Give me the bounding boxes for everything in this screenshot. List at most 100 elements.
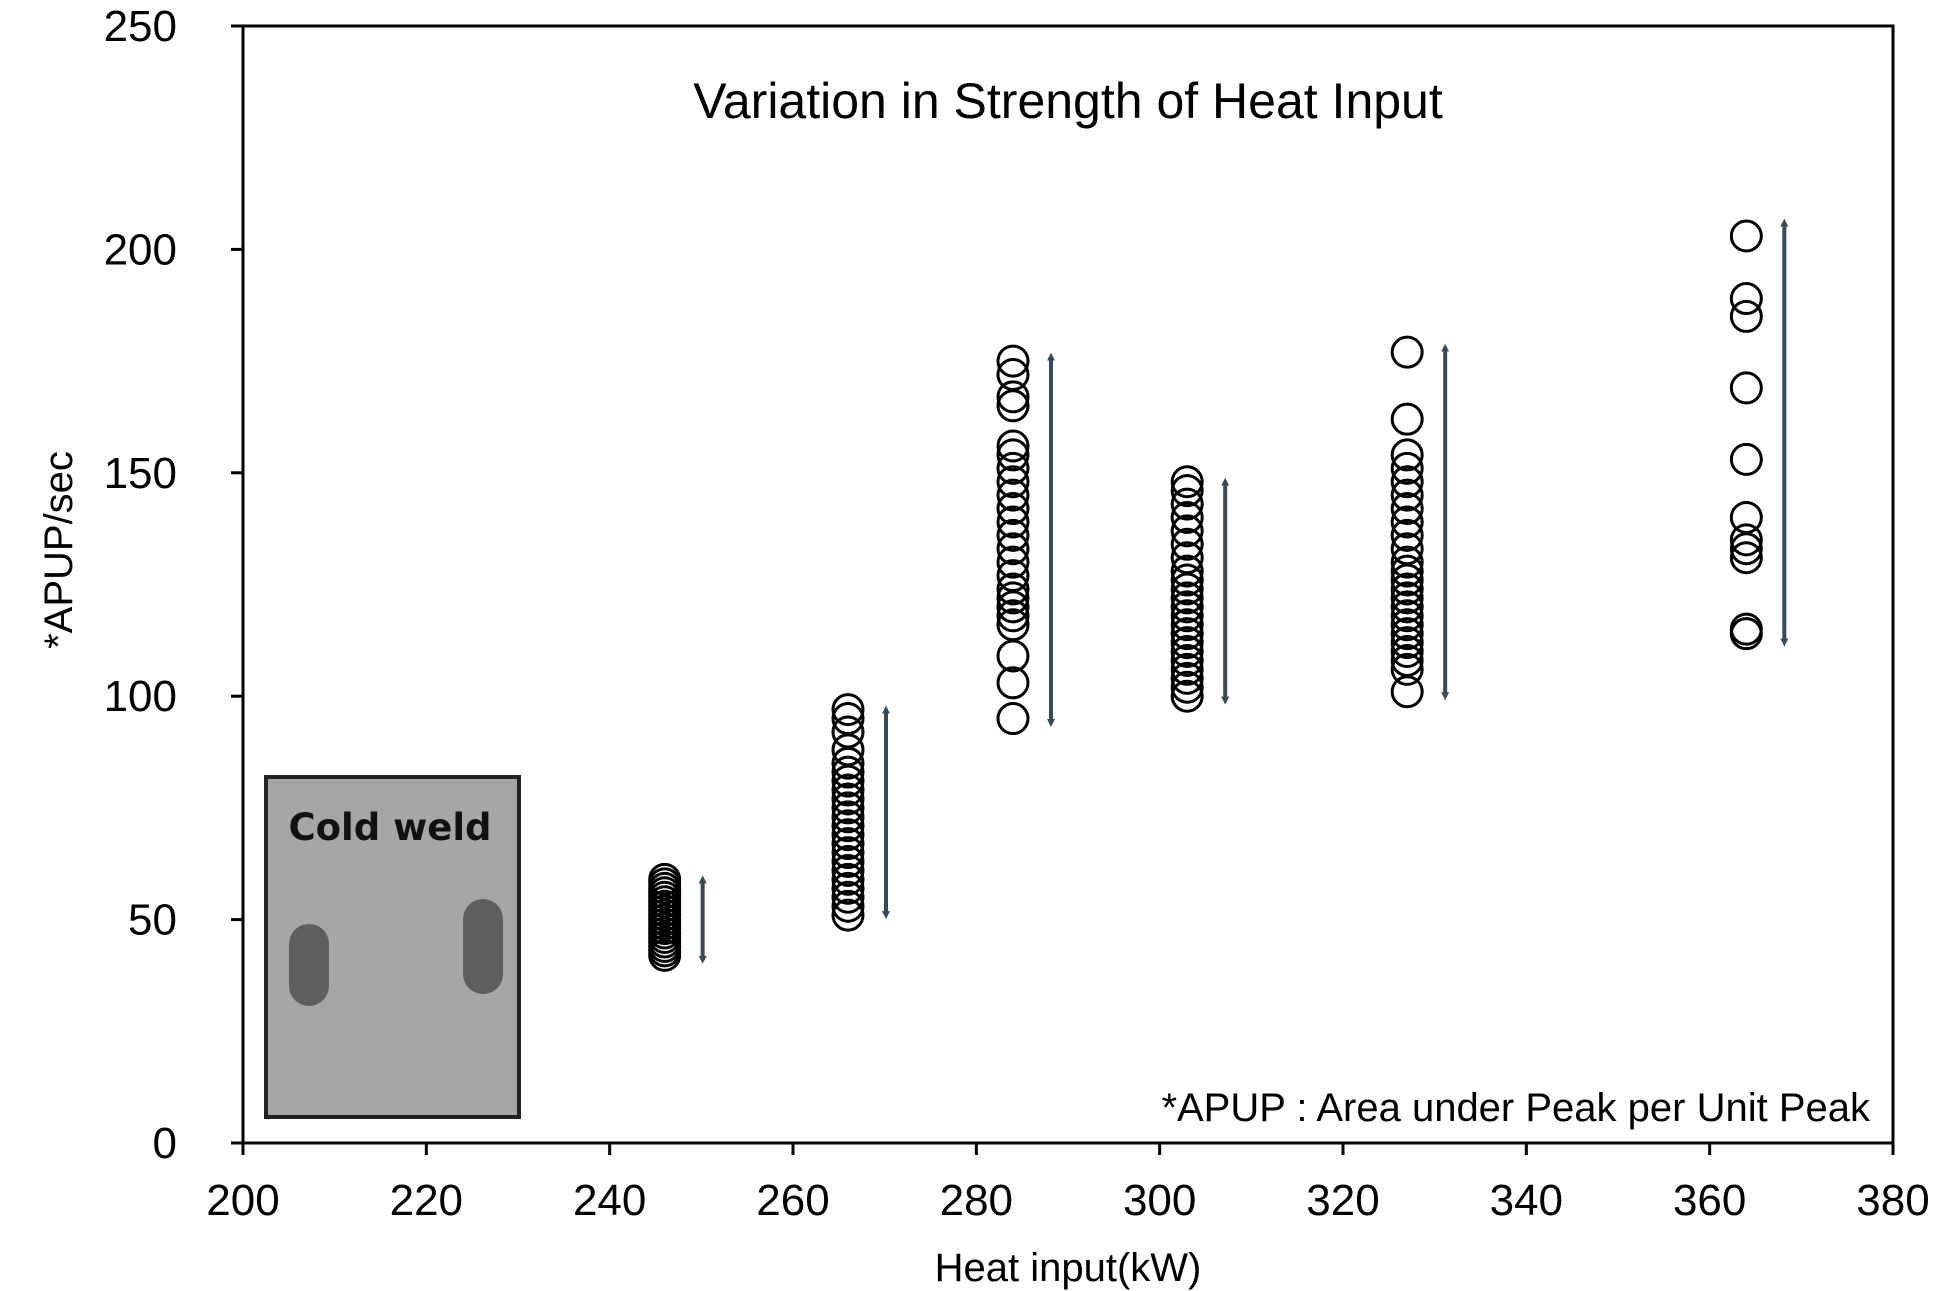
data-point bbox=[1170, 643, 1204, 677]
data-point bbox=[831, 782, 865, 816]
y-tick-label: 150 bbox=[104, 449, 177, 498]
data-point bbox=[1390, 451, 1424, 485]
data-point bbox=[1390, 581, 1424, 615]
y-tick-label: 100 bbox=[104, 672, 177, 721]
cold-weld-spot-right bbox=[463, 899, 503, 994]
x-tick-label: 200 bbox=[206, 1176, 279, 1225]
data-point bbox=[831, 836, 865, 870]
data-point bbox=[1390, 599, 1424, 633]
y-tick-label: 50 bbox=[128, 896, 177, 945]
y-tick-label: 200 bbox=[104, 225, 177, 274]
data-point bbox=[1390, 465, 1424, 499]
x-tick-label: 320 bbox=[1306, 1176, 1379, 1225]
data-point bbox=[1390, 608, 1424, 642]
data-point bbox=[831, 853, 865, 887]
data-point bbox=[831, 755, 865, 789]
y-tick-label: 0 bbox=[153, 1119, 177, 1168]
data-point bbox=[831, 693, 865, 727]
data-point bbox=[996, 572, 1030, 606]
data-point bbox=[1390, 438, 1424, 472]
data-point bbox=[831, 800, 865, 834]
apup-footnote: *APUP : Area under Peak per Unit Peak bbox=[1161, 1086, 1871, 1130]
data-point bbox=[1729, 371, 1763, 405]
data-point bbox=[1170, 541, 1204, 575]
data-point bbox=[1390, 590, 1424, 624]
data-point bbox=[996, 451, 1030, 485]
data-point bbox=[831, 733, 865, 767]
y-tick-label: 250 bbox=[104, 2, 177, 51]
data-point bbox=[1170, 487, 1204, 521]
data-point bbox=[1170, 500, 1204, 534]
data-point bbox=[1390, 545, 1424, 579]
data-point bbox=[996, 599, 1030, 633]
data-point bbox=[1170, 581, 1204, 615]
data-point bbox=[1170, 635, 1204, 669]
cold-weld-spot-left bbox=[289, 924, 329, 1006]
data-point bbox=[1729, 299, 1763, 333]
data-point bbox=[1170, 608, 1204, 642]
chart-title: Variation in Strength of Heat Input bbox=[693, 73, 1443, 129]
x-tick-label: 280 bbox=[940, 1176, 1013, 1225]
data-point bbox=[1170, 474, 1204, 508]
data-point bbox=[1390, 518, 1424, 552]
data-point bbox=[1390, 492, 1424, 526]
data-point bbox=[1170, 661, 1204, 695]
data-point bbox=[996, 559, 1030, 593]
data-point bbox=[831, 889, 865, 923]
data-point bbox=[996, 438, 1030, 472]
data-point bbox=[996, 702, 1030, 736]
x-tick-label: 240 bbox=[573, 1176, 646, 1225]
data-point bbox=[1170, 652, 1204, 686]
data-point bbox=[831, 715, 865, 749]
data-point bbox=[831, 702, 865, 736]
data-point bbox=[1390, 478, 1424, 512]
data-point bbox=[831, 791, 865, 825]
data-point bbox=[1390, 554, 1424, 588]
data-point bbox=[1390, 505, 1424, 539]
data-point bbox=[1390, 652, 1424, 686]
data-point bbox=[1390, 402, 1424, 436]
data-point bbox=[996, 608, 1030, 642]
data-point bbox=[1170, 563, 1204, 597]
data-markers bbox=[648, 219, 1763, 972]
data-point bbox=[1390, 335, 1424, 369]
data-point bbox=[996, 358, 1030, 392]
x-tick-label: 380 bbox=[1856, 1176, 1929, 1225]
x-tick-label: 360 bbox=[1673, 1176, 1746, 1225]
data-point bbox=[996, 666, 1030, 700]
data-point bbox=[1390, 635, 1424, 669]
data-point bbox=[1390, 626, 1424, 660]
data-point bbox=[996, 518, 1030, 552]
data-point bbox=[996, 380, 1030, 414]
x-tick-label: 340 bbox=[1490, 1176, 1563, 1225]
data-point bbox=[996, 429, 1030, 463]
x-tick-label: 260 bbox=[756, 1176, 829, 1225]
data-point bbox=[831, 827, 865, 861]
x-tick-label: 220 bbox=[390, 1176, 463, 1225]
data-point bbox=[996, 465, 1030, 499]
data-point bbox=[831, 862, 865, 896]
data-point bbox=[1729, 282, 1763, 316]
plot-frame bbox=[241, 24, 1895, 1145]
data-point bbox=[831, 818, 865, 852]
cold-weld-inset: Cold weld bbox=[264, 775, 521, 1119]
range-arrows bbox=[698, 218, 1789, 964]
data-point bbox=[831, 773, 865, 807]
data-point bbox=[1729, 500, 1763, 534]
data-point bbox=[996, 344, 1030, 378]
cold-weld-label: Cold weld bbox=[288, 806, 491, 849]
x-axis: 200 220 240 260 280 300 320 340 360 380 bbox=[206, 1143, 1930, 1225]
y-axis: 0 50 100 150 200 250 bbox=[104, 2, 243, 1168]
data-point bbox=[1390, 532, 1424, 566]
data-point bbox=[1170, 599, 1204, 633]
data-point bbox=[1729, 541, 1763, 575]
data-point bbox=[996, 545, 1030, 579]
data-point bbox=[648, 862, 682, 896]
x-tick-label: 300 bbox=[1123, 1176, 1196, 1225]
data-point bbox=[1390, 617, 1424, 651]
data-point bbox=[996, 492, 1030, 526]
data-point bbox=[1390, 643, 1424, 677]
y-axis-title: *APUP/sec bbox=[37, 451, 81, 649]
data-point bbox=[1170, 626, 1204, 660]
